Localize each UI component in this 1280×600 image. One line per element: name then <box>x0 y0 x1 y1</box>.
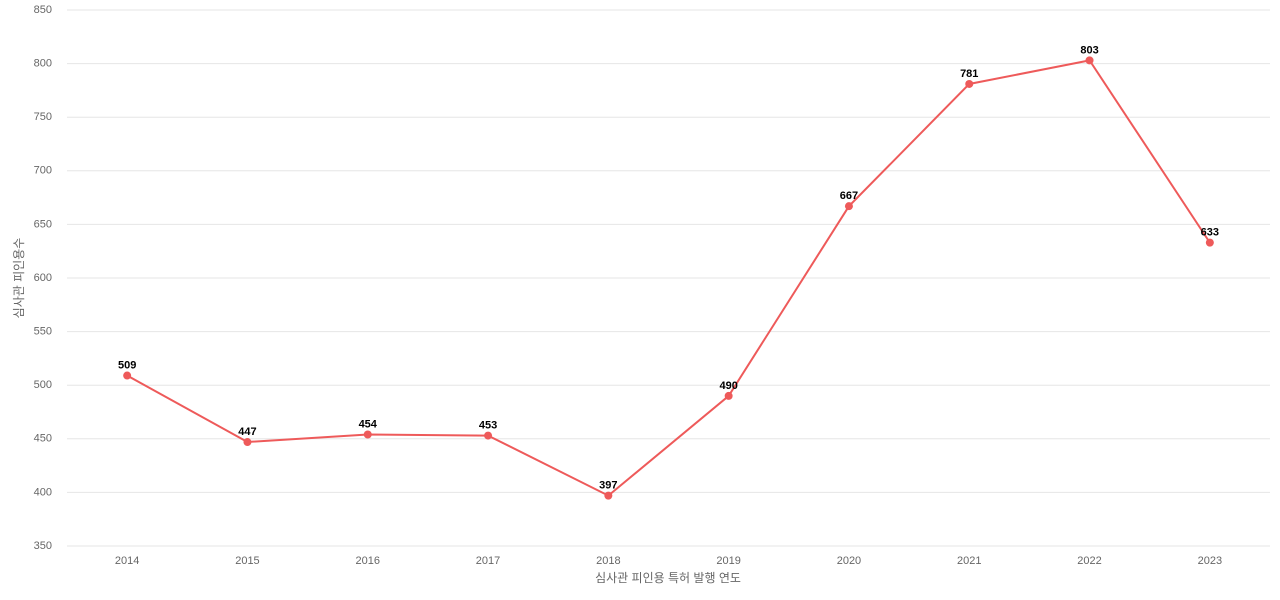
x-tick-label: 2020 <box>837 555 861 567</box>
x-tick-label: 2019 <box>716 555 740 567</box>
data-label: 803 <box>1080 44 1098 56</box>
data-line <box>126 59 1211 497</box>
data-point <box>604 491 613 500</box>
x-axis-label: 심사관 피인용 특허 발행 연도 <box>595 570 741 585</box>
data-point <box>123 371 132 380</box>
x-tick-label: 2017 <box>476 555 500 567</box>
data-label: 397 <box>599 480 617 492</box>
data-point <box>1085 56 1094 65</box>
data-point <box>965 79 974 88</box>
data-label: 509 <box>118 359 136 371</box>
data-point <box>844 202 853 211</box>
data-point <box>243 438 252 447</box>
x-tick-label: 2022 <box>1077 555 1101 567</box>
y-tick-label: 550 <box>34 326 52 338</box>
y-axis-label: 심사관 피인용수 <box>12 238 26 319</box>
y-tick-label: 750 <box>34 111 52 123</box>
y-tick-label: 400 <box>34 486 52 498</box>
data-label: 633 <box>1201 227 1219 239</box>
y-tick-label: 700 <box>34 165 52 177</box>
data-point <box>484 431 493 440</box>
y-tick-label: 450 <box>34 433 52 445</box>
data-point <box>724 391 733 400</box>
y-tick-label: 650 <box>34 218 52 230</box>
data-point <box>1205 238 1214 247</box>
x-tick-label: 2023 <box>1198 555 1222 567</box>
y-tick-label: 600 <box>34 272 52 284</box>
y-tick-label: 850 <box>34 4 52 16</box>
y-tick-label: 500 <box>34 379 52 391</box>
x-tick-label: 2015 <box>235 555 259 567</box>
x-tick-label: 2021 <box>957 555 981 567</box>
data-label: 453 <box>479 419 497 431</box>
data-label: 454 <box>359 418 378 430</box>
data-label: 490 <box>719 380 737 392</box>
x-tick-label: 2014 <box>115 555 139 567</box>
y-tick-label: 800 <box>34 58 52 70</box>
x-tick-label: 2018 <box>596 555 620 567</box>
data-label: 781 <box>960 68 978 80</box>
data-label: 667 <box>840 190 858 202</box>
y-tick-label: 350 <box>34 540 52 552</box>
data-point <box>363 430 372 439</box>
data-label: 447 <box>238 426 256 438</box>
x-tick-label: 2016 <box>356 555 380 567</box>
